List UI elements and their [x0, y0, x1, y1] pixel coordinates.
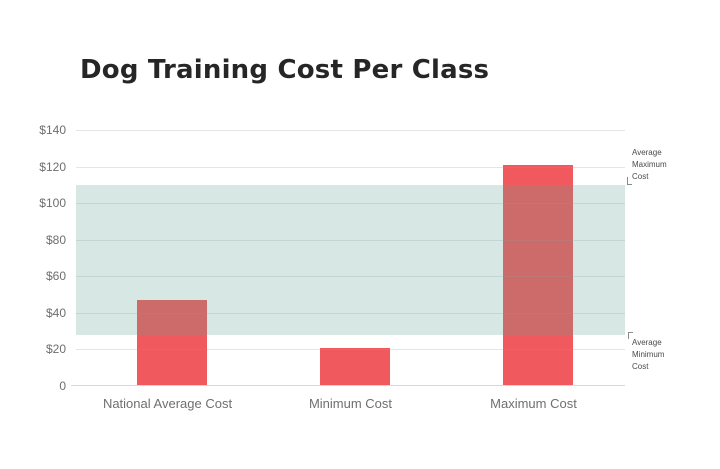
y-tick-label-20: $20 — [45, 342, 66, 357]
y-axis-tick-labels: $140 $120 $100 $80 $60 $40 $20 0 — [0, 123, 66, 393]
chart-title: Dog Training Cost Per Class — [80, 55, 490, 85]
gridline-40 — [76, 312, 625, 314]
gridline-140 — [76, 130, 625, 131]
x-axis-category-labels: National Average Cost Minimum Cost Maxim… — [76, 396, 625, 411]
y-tick-label-0: 0 — [59, 379, 66, 393]
band-min-label: Average Minimum Cost — [632, 337, 678, 373]
gridline-20 — [76, 349, 625, 351]
band-min-label-line2: Minimum — [632, 350, 665, 359]
band-max-label-line2: Maximum — [632, 160, 667, 169]
y-tick-label-80: $80 — [45, 232, 66, 247]
x-label-maximum-cost: Maximum Cost — [490, 396, 577, 411]
y-tick-label-40: $40 — [45, 305, 66, 320]
band-max-label-line3: Cost — [632, 172, 649, 181]
plot-area — [71, 130, 625, 386]
y-tick-label-100: $100 — [39, 196, 66, 211]
band-min-connector-icon — [628, 332, 633, 339]
bar-maximum-cost — [502, 164, 573, 386]
x-label-national-average-cost: National Average Cost — [102, 396, 233, 411]
y-tick-label-60: $60 — [45, 269, 66, 284]
bar-national-average-cost — [136, 300, 207, 386]
gridline-80 — [76, 239, 625, 241]
bar-minimum-cost — [319, 347, 390, 386]
band-max-label-line1: Average — [632, 148, 662, 157]
bar-band-overlap — [136, 300, 207, 335]
band-max-connector-icon — [627, 177, 632, 185]
x-label-minimum-cost: Minimum Cost — [308, 396, 393, 411]
gridline-100 — [76, 203, 625, 205]
band-max-label: Average Maximum Cost — [632, 147, 678, 183]
x-axis-line — [71, 385, 625, 386]
gridline-120 — [76, 166, 625, 168]
y-tick-label-140: $140 — [39, 123, 66, 137]
y-tick-label-120: $120 — [39, 159, 66, 174]
band-min-label-line1: Average — [632, 338, 662, 347]
bar-band-overlap — [502, 184, 573, 335]
band-min-label-line3: Cost — [632, 362, 649, 371]
gridline-60 — [76, 276, 625, 278]
